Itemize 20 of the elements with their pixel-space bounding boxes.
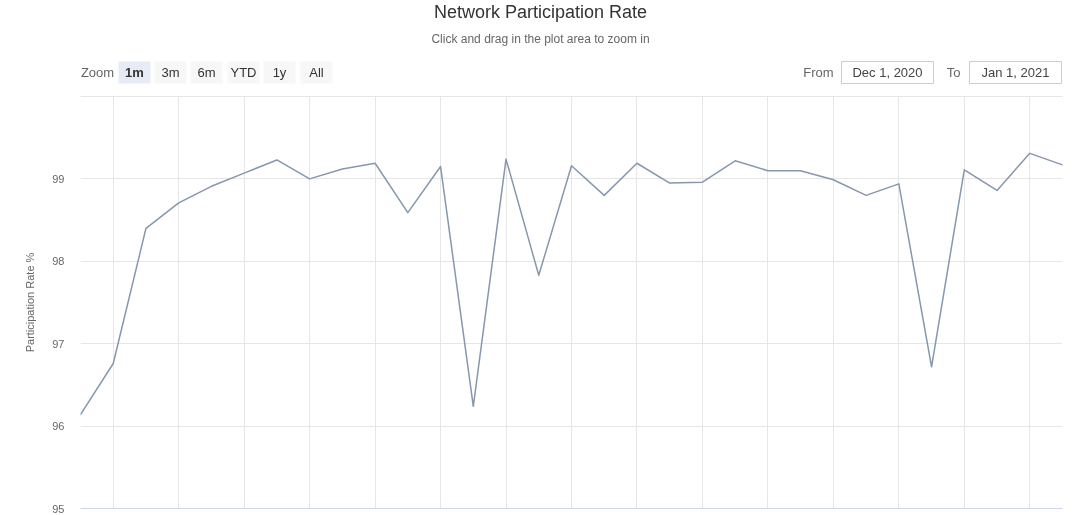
y-tick-label: 97 (52, 337, 65, 350)
text: From (803, 65, 834, 80)
text: 6m (197, 65, 216, 80)
text: 1m (125, 65, 144, 80)
text: 1y (272, 65, 287, 80)
y-tick-label: 99 (52, 172, 65, 185)
text: Dec 1, 2020 (852, 65, 923, 80)
y-tick-label: 95 (52, 502, 65, 515)
y-tick-label: 98 (52, 255, 65, 268)
text: Zoom (80, 65, 115, 80)
y-axis-title: Participation Rate % (24, 252, 37, 353)
chart-subtitle: Click and drag in the plot area to zoom in (431, 31, 650, 46)
chart-title: Network Participation Rate (433, 1, 648, 22)
text: All (309, 65, 324, 80)
y-tick-label: 96 (52, 420, 65, 433)
text: To (946, 65, 961, 80)
text: YTD (230, 65, 257, 80)
line-series (80, 152, 1063, 416)
text: Jan 1, 2021 (981, 65, 1050, 80)
text: 3m (161, 65, 180, 80)
